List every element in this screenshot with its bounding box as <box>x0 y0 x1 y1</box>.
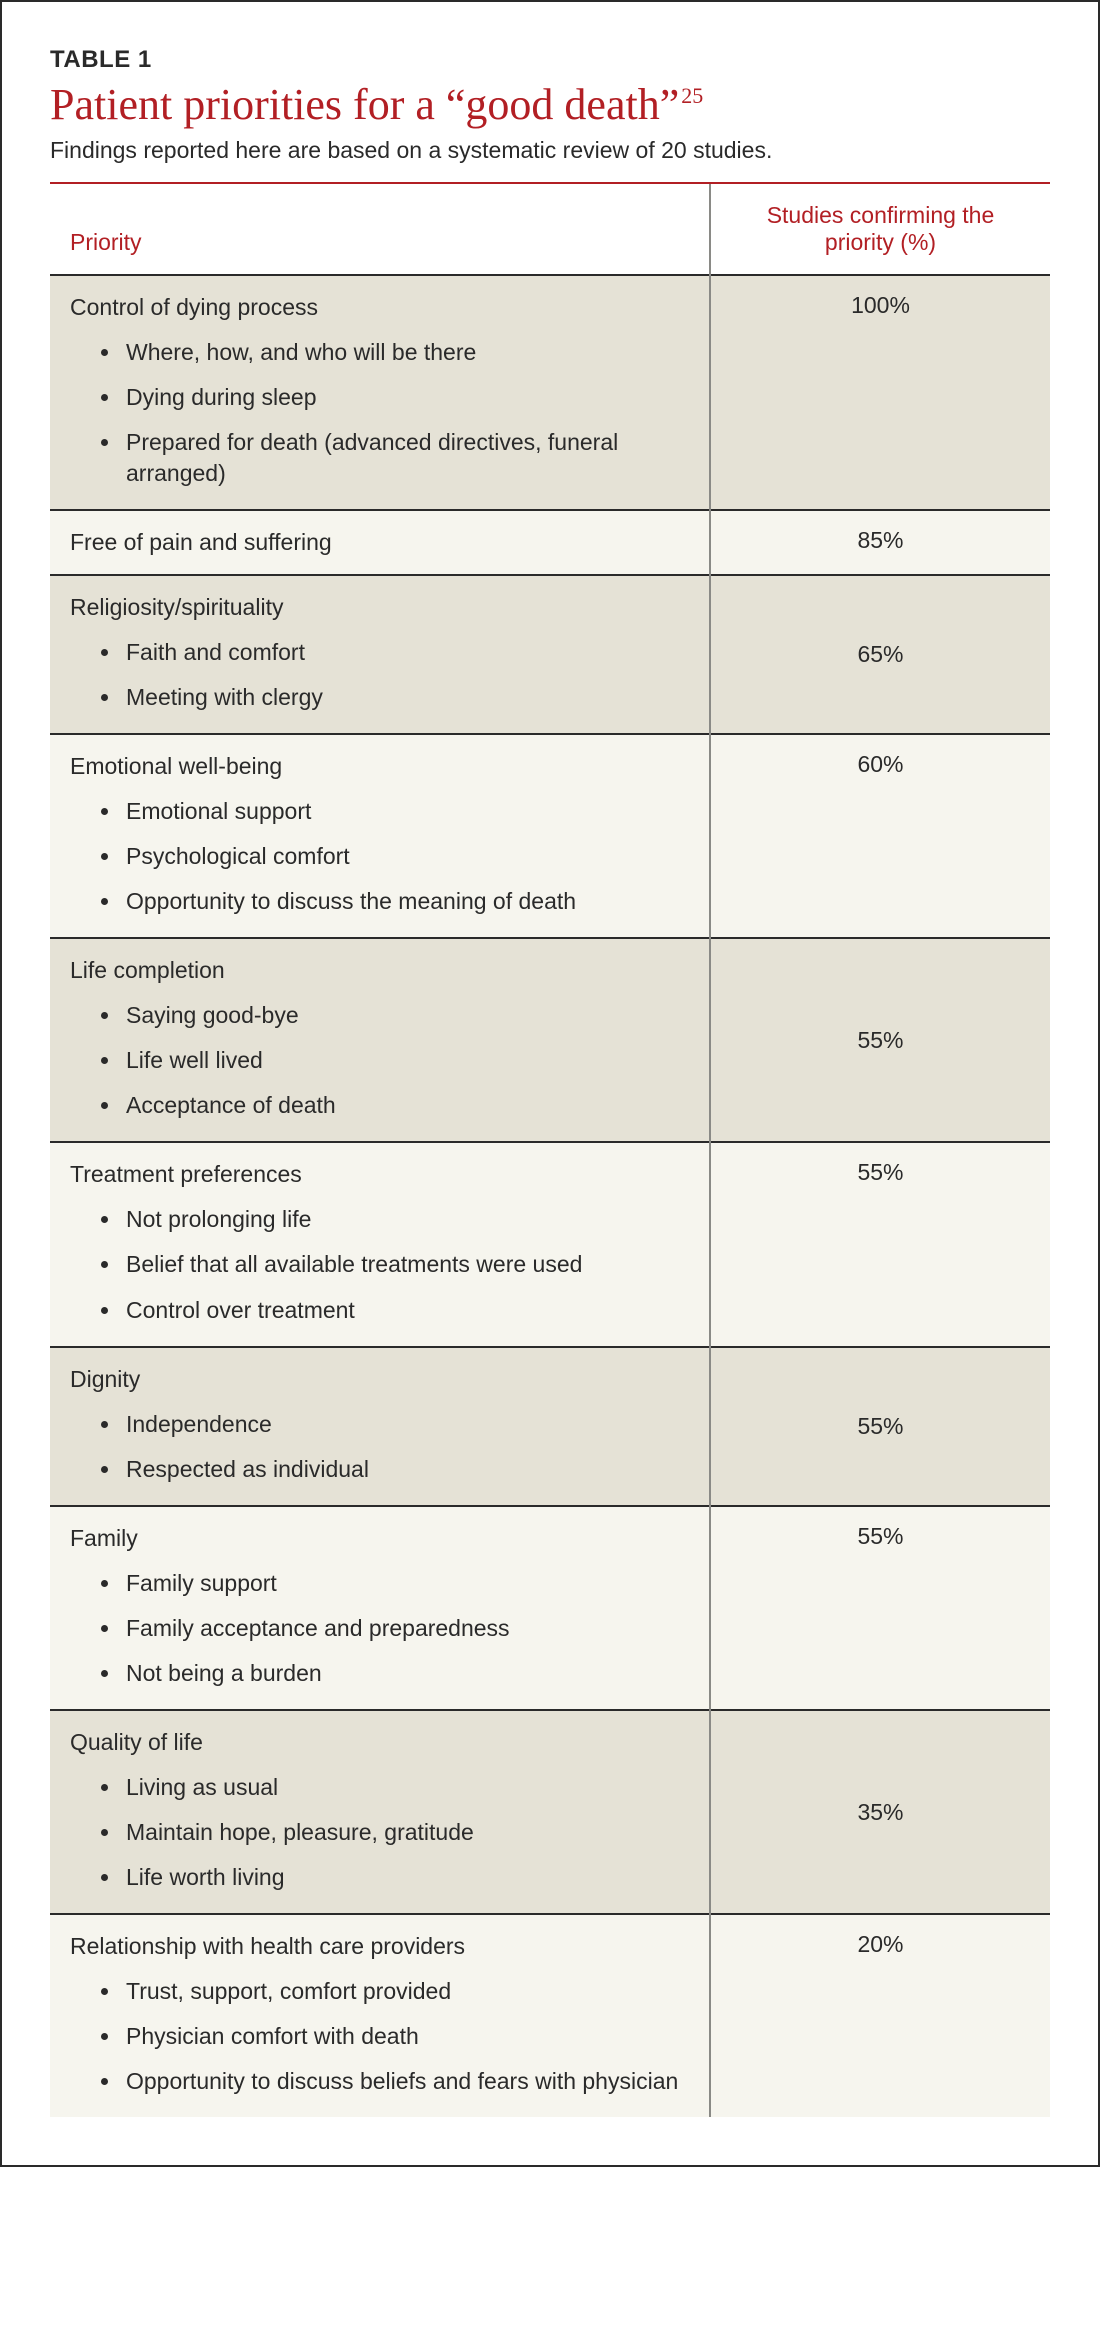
table-row: Family Family support Family acceptance an… <box>50 1506 1050 1710</box>
priority-subitem: Life well lived <box>122 1045 679 1076</box>
percent-cell: 65% <box>710 575 1050 734</box>
priority-label: Life completion <box>70 955 679 986</box>
priority-subitems: Family support Family acceptance and prep… <box>70 1568 679 1689</box>
priority-label: Quality of life <box>70 1727 679 1758</box>
priority-subitem: Living as usual <box>122 1772 679 1803</box>
priority-subitem: Opportunity to discuss beliefs and fears… <box>122 2066 679 2097</box>
table-label: TABLE 1 <box>50 46 1050 74</box>
priority-subitem: Psychological comfort <box>122 841 679 872</box>
table-row: Quality of life Living as usual Maintain h… <box>50 1710 1050 1914</box>
table-body: Control of dying process Where, how, and … <box>50 275 1050 2118</box>
percent-cell: 55% <box>710 1506 1050 1710</box>
priority-subitem: Respected as individual <box>122 1454 679 1485</box>
percent-cell: 20% <box>710 1914 1050 2117</box>
percent-cell: 55% <box>710 1347 1050 1506</box>
table-row: Life completion Saying good-bye Life well … <box>50 938 1050 1142</box>
table-row: Emotional well-being Emotional support Psy… <box>50 734 1050 938</box>
priority-subitem: Independence <box>122 1409 679 1440</box>
priority-subitem: Belief that all available treatments wer… <box>122 1249 679 1280</box>
priority-label: Family <box>70 1523 679 1554</box>
col-header-confirming: Studies confirming the priority (%) <box>710 184 1050 275</box>
table-row: Treatment preferences Not prolonging life… <box>50 1142 1050 1346</box>
table-title-main: Patient priorities for a “good death” <box>50 80 679 129</box>
priority-subitem: Family support <box>122 1568 679 1599</box>
priority-cell: Religiosity/spirituality Faith and comfor… <box>50 575 710 734</box>
priorities-table: Priority Studies confirming the priority… <box>50 184 1050 2118</box>
percent-cell: 35% <box>710 1710 1050 1914</box>
priority-subitem: Where, how, and who will be there <box>122 337 679 368</box>
priority-label: Religiosity/spirituality <box>70 592 679 623</box>
percent-cell: 85% <box>710 510 1050 575</box>
table-row: Dignity Independence Respected as individu… <box>50 1347 1050 1506</box>
priority-subitems: Where, how, and who will be there Dying d… <box>70 337 679 489</box>
priority-subitem: Control over treatment <box>122 1295 679 1326</box>
priority-subitem: Faith and comfort <box>122 637 679 668</box>
priority-subitems: Not prolonging life Belief that all avail… <box>70 1204 679 1325</box>
priority-subitem: Not being a burden <box>122 1658 679 1689</box>
priority-subitem: Saying good-bye <box>122 1000 679 1031</box>
priority-subitem: Maintain hope, pleasure, gratitude <box>122 1817 679 1848</box>
priority-subitems: Living as usual Maintain hope, pleasure, … <box>70 1772 679 1893</box>
priority-cell: Treatment preferences Not prolonging life… <box>50 1142 710 1346</box>
priority-cell: Relationship with health care providers T… <box>50 1914 710 2117</box>
percent-cell: 60% <box>710 734 1050 938</box>
table-subtitle: Findings reported here are based on a sy… <box>50 137 1050 164</box>
priority-cell: Family Family support Family acceptance an… <box>50 1506 710 1710</box>
percent-cell: 100% <box>710 275 1050 510</box>
priority-subitem: Meeting with clergy <box>122 682 679 713</box>
priority-label: Dignity <box>70 1364 679 1395</box>
priority-subitem: Emotional support <box>122 796 679 827</box>
percent-cell: 55% <box>710 1142 1050 1346</box>
priority-subitem: Opportunity to discuss the meaning of de… <box>122 886 679 917</box>
priority-cell: Emotional well-being Emotional support Psy… <box>50 734 710 938</box>
table-title: Patient priorities for a “good death”25 <box>50 80 1050 131</box>
table-row: Control of dying process Where, how, and … <box>50 275 1050 510</box>
priority-subitem: Trust, support, comfort provided <box>122 1976 679 2007</box>
priority-subitem: Prepared for death (advanced directives,… <box>122 427 679 489</box>
priority-subitems: Trust, support, comfort provided Physicia… <box>70 1976 679 2097</box>
table-header-row: Priority Studies confirming the priority… <box>50 184 1050 275</box>
table-row: Religiosity/spirituality Faith and comfor… <box>50 575 1050 734</box>
priority-cell: Life completion Saying good-bye Life well … <box>50 938 710 1142</box>
percent-cell: 55% <box>710 938 1050 1142</box>
priority-subitems: Emotional support Psychological comfort Op… <box>70 796 679 917</box>
priority-subitem: Not prolonging life <box>122 1204 679 1235</box>
table-row: Free of pain and suffering 85% <box>50 510 1050 575</box>
priority-subitem: Life worth living <box>122 1862 679 1893</box>
priority-subitem: Dying during sleep <box>122 382 679 413</box>
priority-subitem: Physician comfort with death <box>122 2021 679 2052</box>
col-header-priority: Priority <box>50 184 710 275</box>
priority-subitems: Faith and comfort Meeting with clergy <box>70 637 679 713</box>
priority-subitem: Acceptance of death <box>122 1090 679 1121</box>
priority-cell: Quality of life Living as usual Maintain h… <box>50 1710 710 1914</box>
priority-subitem: Family acceptance and preparedness <box>122 1613 679 1644</box>
priority-subitems: Independence Respected as individual <box>70 1409 679 1485</box>
priority-label: Relationship with health care providers <box>70 1931 679 1962</box>
table-card: TABLE 1 Patient priorities for a “good d… <box>0 0 1100 2167</box>
priority-label: Emotional well-being <box>70 751 679 782</box>
table-title-citation: 25 <box>681 83 703 108</box>
priority-cell: Dignity Independence Respected as individu… <box>50 1347 710 1506</box>
priority-label: Free of pain and suffering <box>70 527 679 558</box>
priority-label: Control of dying process <box>70 292 679 323</box>
priority-label: Treatment preferences <box>70 1159 679 1190</box>
priority-cell: Free of pain and suffering <box>50 510 710 575</box>
priority-subitems: Saying good-bye Life well lived Acceptance… <box>70 1000 679 1121</box>
priority-cell: Control of dying process Where, how, and … <box>50 275 710 510</box>
table-row: Relationship with health care providers T… <box>50 1914 1050 2117</box>
